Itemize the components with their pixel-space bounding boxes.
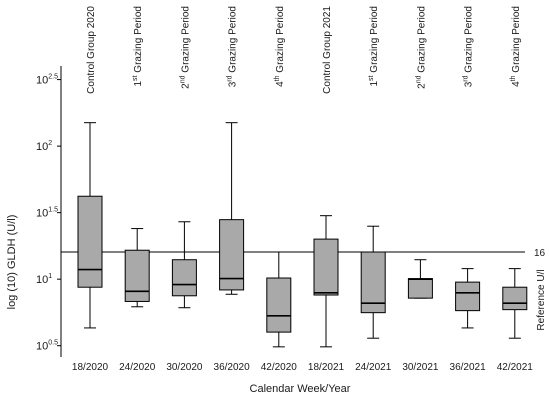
box-iqr [171, 259, 197, 297]
x-tick-label: 30/2020 [166, 362, 203, 373]
box-5 [266, 251, 292, 348]
x-tick-label: 42/2020 [261, 362, 298, 373]
box-3 [171, 221, 197, 309]
box-iqr [77, 195, 103, 288]
box-9 [455, 268, 481, 329]
group-label: 4th Grazing Period [274, 6, 286, 87]
x-tick-label: 36/2020 [214, 362, 251, 373]
y-tick-label: 102 [36, 140, 52, 153]
x-tick-label: 24/2021 [355, 362, 392, 373]
group-label: 4th Grazing Period [510, 6, 522, 87]
reference-value-label: 16 [534, 248, 546, 259]
box-iqr [502, 286, 528, 311]
box-1 [77, 122, 103, 329]
group-label: Control Group 2020 [86, 6, 97, 94]
box-7 [360, 225, 386, 339]
box-10 [502, 268, 528, 339]
box-iqr [266, 277, 292, 333]
x-axis-label: Calendar Week/Year [250, 383, 351, 395]
y-tick-label: 101.5 [36, 207, 58, 220]
x-tick-label: 30/2021 [402, 362, 439, 373]
y-tick-label: 102.5 [36, 74, 58, 87]
group-label: 2nd Grazing Period [415, 6, 427, 89]
group-label: Control Group 2021 [322, 6, 333, 94]
box-8 [407, 259, 433, 299]
y-tick-label: 100.5 [36, 340, 58, 353]
box-4 [219, 122, 245, 295]
group-label: 3rd Grazing Period [463, 6, 475, 87]
box-iqr [124, 249, 150, 302]
reference-label: Reference U/l [536, 269, 547, 330]
x-tick-label: 36/2021 [450, 362, 487, 373]
box-iqr [407, 278, 433, 299]
box-iqr [219, 219, 245, 291]
x-tick-label: 42/2021 [497, 362, 534, 373]
group-label: 1st Grazing Period [368, 6, 380, 87]
box-iqr [313, 238, 339, 296]
box-iqr [455, 281, 481, 312]
x-tick-label: 18/2021 [308, 362, 345, 373]
boxes [77, 122, 528, 348]
y-axis-label: log (10) GLDH (U/l) [6, 215, 18, 310]
group-label: 1st Grazing Period [132, 6, 144, 87]
y-tick-label: 101 [36, 273, 52, 286]
x-tick-label: 24/2020 [119, 362, 156, 373]
labels: 18/2020 Control Group 2020 24/2020 1st Graz… [72, 6, 547, 373]
box-6 [313, 215, 339, 348]
x-tick-label: 18/2020 [72, 362, 109, 373]
box-2 [124, 228, 150, 308]
group-label: 2nd Grazing Period [179, 6, 191, 89]
group-label: 3rd Grazing Period [227, 6, 239, 87]
